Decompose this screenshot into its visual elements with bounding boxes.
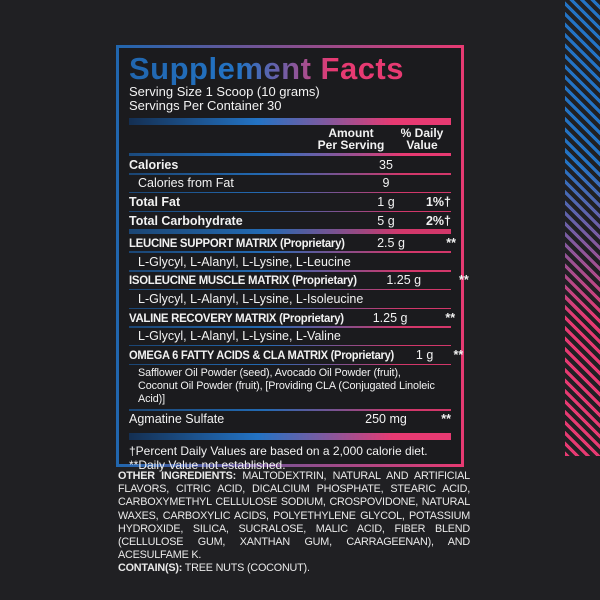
header-separator (129, 153, 451, 156)
row-amount: 5 g (377, 213, 395, 228)
daily-value-header: % Daily Value (393, 126, 451, 152)
facts-row: Agmatine Sulfate 250 mg ** (129, 411, 451, 428)
contains-label: CONTAIN(S): (118, 562, 183, 575)
facts-row: L-Glycyl, L-Alanyl, L-Lysine, L-Valine (129, 328, 451, 345)
facts-row: LEUCINE SUPPORT MATRIX (Proprietary) 2.5 … (129, 234, 456, 251)
row-amount: 1 g (415, 347, 434, 362)
amount-header-line2: Per Serving (317, 137, 385, 152)
gradient-bar-top (129, 118, 451, 125)
row-label: Calories (129, 157, 179, 172)
row-daily-value: 1%† (425, 194, 451, 209)
facts-row: Safflower Oil Powder (seed), Avocado Oil… (129, 365, 451, 409)
detail-line: Coconut Oil Powder (fruit), [Providing C… (138, 380, 435, 406)
facts-row: L-Glycyl, L-Alanyl, L-Lysine, L-Isoleuci… (129, 290, 451, 307)
daily-header-line2: Value (406, 137, 438, 152)
facts-row: ISOLEUCINE MUSCLE MATRIX (Proprietary) 1.… (129, 272, 469, 289)
row-label: ISOLEUCINE MUSCLE MATRIX (Proprietary) (129, 273, 357, 288)
row-amount: 35 (379, 157, 393, 172)
facts-row: Total Fat 1 g 1%† (129, 193, 451, 210)
row-separator (129, 210, 451, 213)
row-label: LEUCINE SUPPORT MATRIX (Proprietary) (129, 235, 345, 250)
row-label: L-Glycyl, L-Alanyl, L-Lysine, L-Leucine (138, 254, 351, 269)
row-detail-lines: Safflower Oil Powder (seed), Avocado Oil… (129, 367, 451, 406)
row-label: Calories from Fat (138, 176, 234, 191)
row-label: L-Glycyl, L-Alanyl, L-Lysine, L-Valine (138, 329, 341, 344)
row-amount: 1.25 g (386, 273, 422, 288)
row-separator (129, 363, 451, 366)
row-separator (129, 270, 451, 272)
row-daily-value: 2%† (425, 213, 451, 228)
row-label: L-Glycyl, L-Alanyl, L-Lysine, L-Isoleuci… (138, 291, 364, 306)
amount-header-line1: Amount (328, 126, 374, 140)
footnotes: †Percent Daily Values are based on a 2,0… (129, 444, 451, 472)
row-label: VALINE RECOVERY MATRIX (Proprietary) (129, 310, 344, 325)
row-separator (129, 229, 451, 235)
row-separator (129, 173, 451, 175)
row-daily-value: ** (459, 273, 469, 288)
row-separator (129, 409, 451, 411)
facts-row: Calories from Fat 9 (129, 175, 451, 192)
row-separator (129, 251, 451, 253)
row-label: OMEGA 6 FATTY ACIDS & CLA MATRIX (Propri… (129, 347, 394, 362)
row-amount: 1 g (377, 194, 395, 209)
row-daily-value: ** (445, 310, 456, 325)
daily-header-line1: % Daily (400, 126, 444, 140)
row-daily-value: ** (446, 235, 457, 250)
servings-per-container: Servings Per Container 30 (129, 98, 282, 113)
row-daily-value: ** (453, 347, 464, 362)
footnote-daily-values: †Percent Daily Values are based on a 2,0… (129, 443, 428, 458)
row-amount: 1.25 g (372, 310, 408, 325)
facts-row: Calories 35 (129, 156, 451, 173)
amount-per-serving-header: Amount Per Serving (309, 126, 393, 152)
facts-row: VALINE RECOVERY MATRIX (Proprietary) 1.25… (129, 309, 455, 326)
other-ingredients-paragraph: OTHER INGREDIENTS: MALTODEXTRIN, NATURAL… (118, 470, 470, 576)
row-label: Agmatine Sulfate (129, 412, 225, 427)
facts-row: L-Glycyl, L-Alanyl, L-Lysine, L-Leucine (129, 253, 451, 270)
row-amount: 2.5 g (377, 235, 405, 250)
row-label: Total Carbohydrate (129, 213, 243, 228)
row-amount: 250 mg (365, 412, 407, 427)
other-ingredients-label: OTHER INGREDIENTS: (118, 470, 237, 482)
row-separator (129, 344, 451, 347)
facts-row: OMEGA 6 FATTY ACIDS & CLA MATRIX (Propri… (129, 346, 463, 363)
facts-rows: Calories 35 Calories from Fat 9 Total Fat 1 g… (129, 156, 469, 428)
row-separator (129, 288, 451, 291)
footnote-not-established: **Daily Value not established. (129, 457, 286, 472)
other-ingredients-text: OTHER INGREDIENTS: MALTODEXTRIN, NATURAL… (118, 470, 470, 562)
detail-line: Safflower Oil Powder (seed), Avocado Oil… (138, 367, 401, 380)
supplement-facts-panel: Supplement Facts Serving Size 1 Scoop (1… (116, 45, 469, 472)
gradient-bar-bottom (129, 432, 451, 440)
contains-text: TREE NUTS (COCONUT). (184, 562, 310, 575)
facts-row: Total Carbohydrate 5 g 2%† (129, 212, 451, 229)
row-daily-value: ** (441, 412, 451, 427)
column-headers: Amount Per Serving % Daily Value (129, 126, 451, 152)
row-amount: 9 (382, 176, 390, 191)
decorative-stripes (565, 0, 600, 456)
panel-title-row: Supplement Facts (129, 52, 451, 85)
other-ingredients-list: MALTODEXTRIN, NATURAL AND ARTIFICIAL FLA… (118, 470, 470, 562)
row-separator (129, 326, 451, 328)
row-separator (129, 307, 451, 309)
contains-line: CONTAIN(S): TREE NUTS (COCONUT). (118, 562, 470, 575)
serving-size: Serving Size 1 Scoop (10 grams) (129, 84, 320, 99)
supplement-facts-title: Supplement Facts (129, 51, 404, 86)
row-label: Total Fat (129, 194, 181, 209)
row-separator (129, 191, 451, 194)
